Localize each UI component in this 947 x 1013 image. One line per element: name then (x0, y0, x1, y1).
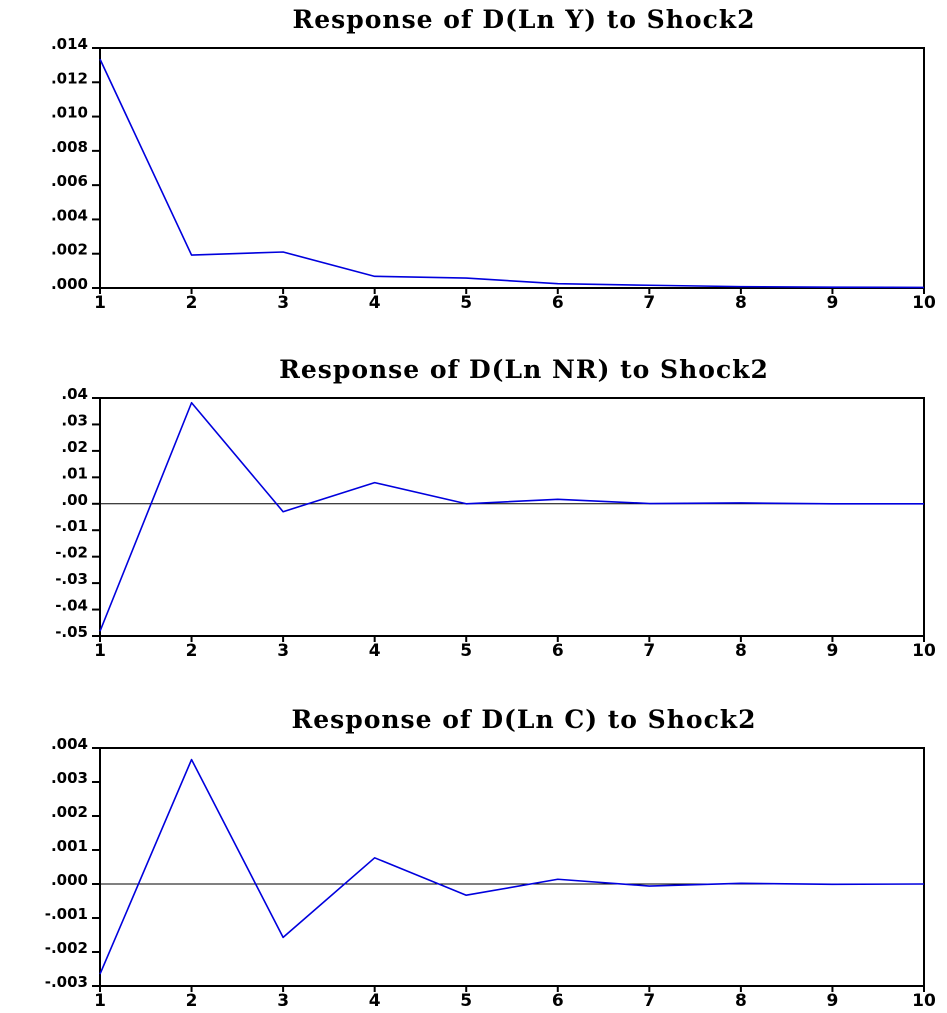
y-tick-label: .01 (61, 464, 88, 482)
y-tick-label: .004 (51, 735, 88, 753)
series-line (99, 758, 925, 975)
x-tick-label: 8 (735, 293, 747, 313)
y-tick-label: .03 (61, 411, 88, 429)
chart-panel-1: Response of D(Ln Y) to Shock2 .014 .012 .01… (51, 5, 936, 313)
x-tick-label: 5 (460, 991, 472, 1011)
y-tick-label: .000 (51, 871, 88, 889)
chart-title: Response of D(Ln C) to Shock2 (291, 705, 756, 734)
y-tick-label: .02 (61, 438, 88, 456)
plot-frame (99, 397, 925, 637)
y-tick-label: .008 (51, 138, 88, 156)
series-line (99, 401, 924, 632)
y-tick-label: -.03 (55, 570, 88, 588)
chart-title: Response of D(Ln Y) to Shock2 (292, 5, 755, 34)
x-tick-label: 2 (186, 991, 198, 1011)
x-tick-label: 8 (735, 641, 747, 661)
chart-panel-2: Response of D(Ln NR) to Shock2 .04 .03 .02.… (55, 355, 936, 661)
x-tick-label: 7 (643, 293, 655, 313)
y-tick-label: .012 (51, 69, 88, 87)
y-tick-label: .003 (51, 769, 88, 787)
y-tick-label: -.002 (45, 939, 88, 957)
y-tick-label: .010 (51, 104, 88, 122)
x-tick-label: 8 (735, 991, 747, 1011)
y-tick-label: -.02 (55, 544, 88, 562)
chart-panel-3: Response of D(Ln C) to Shock2 .004 .003 .00… (45, 705, 936, 1011)
y-tick-label: -.003 (45, 973, 88, 991)
y-tick-label: .004 (51, 206, 88, 224)
x-tick-label: 1 (94, 293, 106, 313)
x-tick-label: 9 (827, 293, 839, 313)
x-tick-label: 9 (827, 641, 839, 661)
x-tick-label: 9 (827, 991, 839, 1011)
x-tick-label: 3 (277, 293, 289, 313)
x-tick-label: 4 (369, 293, 381, 313)
x-tick-label: 4 (369, 641, 381, 661)
x-tick-label: 5 (460, 293, 472, 313)
x-tick-label: 7 (643, 641, 655, 661)
y-tick-label: -.01 (55, 517, 88, 535)
x-tick-label: 1 (94, 991, 106, 1011)
x-tick-label: 3 (277, 991, 289, 1011)
series-line (99, 58, 925, 289)
y-tick-label: -.001 (45, 905, 88, 923)
y-tick-label: .00 (61, 491, 88, 509)
y-tick-label: -.04 (55, 597, 88, 615)
x-tick-label: 4 (369, 991, 381, 1011)
y-tick-label: .001 (51, 837, 88, 855)
y-tick-label: .002 (51, 241, 88, 259)
x-tick-label: 5 (460, 641, 472, 661)
plot-frame (99, 747, 925, 987)
y-tick-label: .000 (51, 275, 88, 293)
x-tick-label: 3 (277, 641, 289, 661)
y-tick-label: -.05 (55, 623, 88, 641)
x-tick-label: 2 (186, 293, 198, 313)
x-tick-label: 6 (552, 991, 564, 1011)
x-tick-label: 2 (186, 641, 198, 661)
chart-title: Response of D(Ln NR) to Shock2 (279, 355, 769, 384)
y-tick-label: .04 (61, 385, 88, 403)
x-tick-label: 10 (912, 641, 936, 661)
x-tick-label: 7 (643, 991, 655, 1011)
y-tick-label: .006 (51, 172, 88, 190)
y-tick-label: .014 (51, 35, 88, 53)
y-tick-label: .002 (51, 803, 88, 821)
x-tick-label: 10 (912, 293, 936, 313)
x-tick-label: 10 (912, 991, 936, 1011)
plot-frame (99, 47, 925, 289)
x-tick-label: 6 (552, 293, 564, 313)
x-tick-label: 6 (552, 641, 564, 661)
x-tick-label: 1 (94, 641, 106, 661)
